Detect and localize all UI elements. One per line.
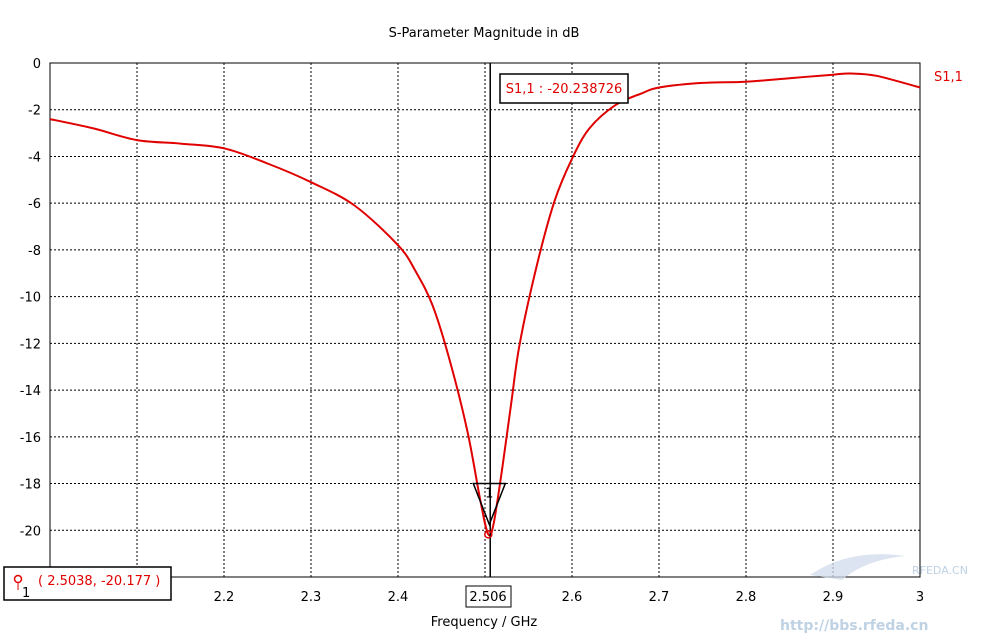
marker-x-label-frame [465,585,512,608]
x-axis-label: Frequency / GHz [431,615,538,630]
y-tick-label: -16 [20,431,41,446]
marker-value-text: S1,1 : -20.238726 [506,82,623,97]
readout-index: 1 [22,586,30,601]
x-tick-label: 2.4 [388,590,409,605]
y-tick-label: -20 [20,524,41,539]
x-axis-ticks: 2.2 2.3 2.4 2.6 2.7 2.8 2.9 3 [214,590,924,605]
minimum-triangle-index: 1 [485,487,493,502]
y-tick-label: -18 [20,478,41,493]
min-point-readout[interactable]: 1 ( 2.5038, -20.177 ) [3,566,172,601]
readout-value: ( 2.5038, -20.177 ) [38,574,160,589]
y-tick-label: -4 [28,150,41,165]
watermark-wing-icon [810,554,905,580]
minimum-triangle-marker [472,482,507,527]
marker-x-label-text: 2.506 [469,590,506,605]
min-point-readout-frame [3,566,172,601]
minimum-point-circle [484,530,493,539]
x-tick-label: 2.9 [823,590,844,605]
x-tick-label: 2.2 [214,590,235,605]
watermark-site: RFEDA.CN [912,564,968,577]
watermark: RFEDA.CN http://bbs.rfeda.cn [780,554,968,634]
y-tick-label: -8 [28,244,41,259]
marker-value-box-frame [499,73,629,104]
x-tick-label: 2.6 [562,590,583,605]
x-tick-label: 2.7 [649,590,670,605]
x-tick-label: 2.8 [736,590,757,605]
marker-value-box: S1,1 : -20.238726 [499,73,629,104]
marker-x-label-box: 2.506 [465,585,512,608]
y-tick-label: 0 [33,57,41,72]
y-tick-label: -12 [20,337,41,352]
y-tick-label: -14 [20,384,41,399]
series-s11-label: S1,1 [934,70,963,85]
y-axis-ticks: 0 -2 -4 -6 -8 -10 -12 -14 -16 -18 -20 [20,57,41,539]
y-tick-label: -2 [28,104,41,119]
series-s11-line [49,72,921,537]
x-tick-label: 2.3 [301,590,322,605]
y-tick-label: -6 [28,197,41,212]
watermark-url: http://bbs.rfeda.cn [780,618,928,634]
grid-lines [50,63,920,577]
x-tick-label: 3 [916,590,924,605]
readout-point-icon [13,574,23,584]
chart-title: S-Parameter Magnitude in dB [389,26,580,41]
y-tick-label: -10 [20,291,41,306]
